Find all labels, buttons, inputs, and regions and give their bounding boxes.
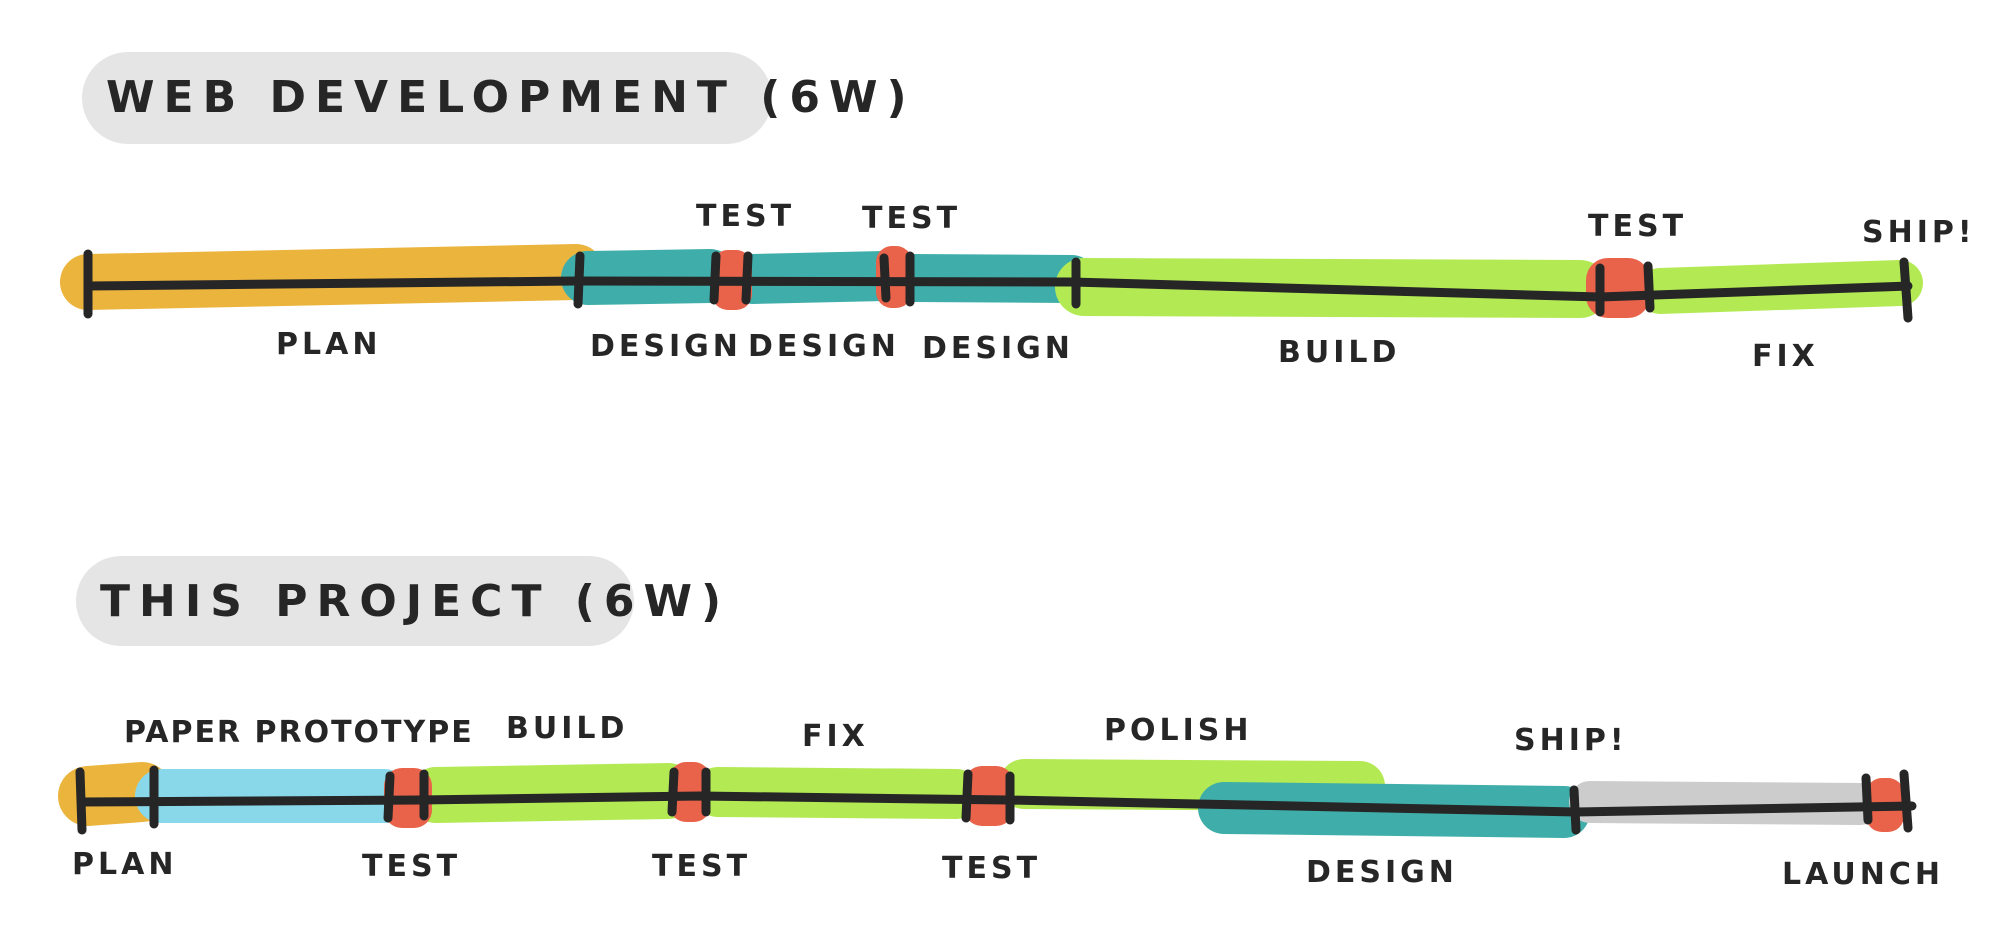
label-design-2: DESIGN (748, 329, 900, 364)
axis-line (77, 791, 1917, 817)
title-badge (82, 52, 772, 144)
tick (667, 767, 679, 817)
label-ship: SHIP! (1862, 215, 1976, 250)
label-build: BUILD (1278, 335, 1400, 370)
tick (573, 251, 585, 309)
timeline-this-project: THIS PROJECT (6W) PLAN PAPER PROTOTYPE T… (58, 556, 1944, 892)
label-test-1: TEST (696, 199, 795, 234)
tick (75, 767, 87, 835)
label-design: DESIGN (1306, 855, 1458, 890)
label-launch: LAUNCH (1782, 857, 1944, 892)
band-plan (58, 762, 172, 826)
label-plan: PLAN (72, 847, 177, 882)
label-design-3: DESIGN (922, 331, 1074, 366)
timeline-web-development: WEB DEVELOPMENT (6W) PLAN DESIGN TEST DE… (60, 52, 1976, 374)
label-fix: FIX (1752, 339, 1819, 374)
label-polish: POLISH (1104, 713, 1252, 748)
timeline-title: THIS PROJECT (6W) (100, 576, 730, 627)
label-test-3: TEST (942, 851, 1041, 886)
tick (709, 251, 721, 305)
title-badge (76, 556, 634, 646)
label-test-3: TEST (1588, 209, 1687, 244)
label-ship: SHIP! (1514, 723, 1628, 758)
label-plan: PLAN (276, 327, 381, 362)
label-test-2: TEST (652, 849, 751, 884)
tick (1643, 261, 1655, 313)
label-fix: FIX (802, 719, 869, 754)
tick (383, 771, 395, 823)
tick (741, 251, 753, 305)
tick (1899, 257, 1913, 323)
timeline-title: WEB DEVELOPMENT (6W) (106, 72, 916, 123)
label-test-2: TEST (862, 201, 961, 236)
label-paper-prototype: PAPER PROTOTYPE (124, 715, 474, 750)
tick (1899, 769, 1913, 833)
tick (961, 769, 973, 823)
band-build (408, 763, 696, 823)
tick (1861, 773, 1873, 825)
label-test-1: TEST (362, 849, 461, 884)
band-plan (60, 244, 604, 310)
tick (879, 253, 891, 303)
label-build: BUILD (506, 711, 628, 746)
tick (1569, 785, 1581, 835)
label-design-1: DESIGN (590, 329, 742, 364)
